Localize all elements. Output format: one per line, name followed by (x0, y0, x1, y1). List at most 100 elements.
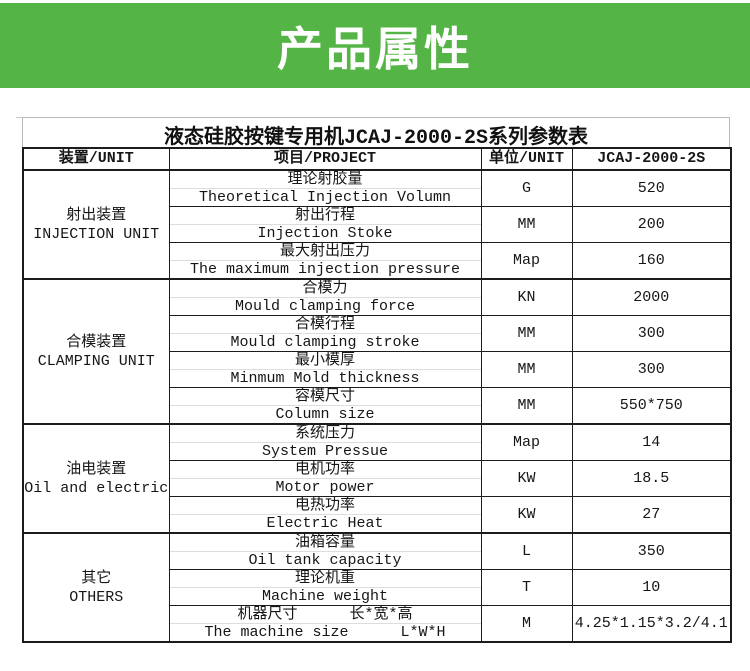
value-cell: 550*750 (571, 387, 732, 425)
project-name-en: Motor power (275, 479, 375, 496)
spec-row: 其它 OTHERS 油箱容量 Oil tank capacity L 350 (22, 532, 732, 643)
project-name-cn: 理论射胶量 (170, 172, 480, 189)
project-cell: 合模行程 Mould clamping stroke (168, 315, 482, 352)
project-name-en: Mould clamping stroke (230, 334, 420, 351)
spec-row: 射出装置 INJECTION UNIT 理论射胶量 Theoretical Injec… (22, 169, 732, 280)
project-cell: 理论射胶量 Theoretical Injection Volumn (168, 169, 482, 207)
value-cell: 200 (571, 206, 732, 243)
unit-cell: G (480, 169, 573, 207)
project-name-cn: 射出行程 (170, 208, 480, 225)
project-name-en-left: The machine size (204, 624, 349, 641)
unit-cell: MM (480, 351, 573, 388)
project-name-cn: 油箱容量 (170, 535, 480, 552)
project-cell: 机器尺寸 长*宽*高 The machine size L*W*H (168, 605, 482, 643)
group-name-cn: 合模装置 (66, 333, 127, 351)
project-name-cn: 最小模厚 (170, 353, 480, 370)
project-name-en: Theoretical Injection Volumn (198, 189, 452, 206)
unit-cell: MM (480, 315, 573, 352)
col-header-device: 装置/UNIT (22, 147, 170, 171)
unit-cell: MM (480, 206, 573, 243)
project-name-en: Mould clamping force (234, 298, 416, 315)
spec-row: 最大射出压力 The maximum injection pressure Map 1… (23, 242, 732, 280)
project-name-en: Oil tank capacity (248, 552, 402, 569)
spec-table-body: 射出装置 INJECTION UNIT 理论射胶量 Theoretical Injec… (22, 169, 732, 643)
project-cell: 电热功率 Electric Heat (168, 496, 482, 534)
project-name-en: The maximum injection pressure (189, 261, 461, 278)
project-name-cn: 容模尺寸 (170, 388, 480, 406)
project-name-en: Minmum Mold thickness (230, 370, 420, 387)
project-cell: 容模尺寸 Column size (168, 387, 482, 425)
unit-cell: L (480, 532, 573, 570)
project-cell: 合模力 Mould clamping force (168, 278, 482, 316)
project-cell: 理论机重 Machine weight (168, 569, 482, 606)
group-name-en: Oil and electric (24, 479, 169, 497)
project-cell: 最大射出压力 The maximum injection pressure (168, 242, 482, 280)
project-name-en: Column size (275, 406, 375, 423)
header-row: 装置/UNIT 项目/PROJECT 单位/UNIT JCAJ-2000-2S (22, 147, 732, 171)
project-name-cn: 电机功率 (170, 462, 480, 479)
value-cell: 350 (571, 532, 732, 570)
spec-row: 电机功率 Motor power KW 18.5 (23, 460, 732, 497)
col-header-model: JCAJ-2000-2S (571, 147, 732, 171)
project-name-cn: 最大射出压力 (170, 243, 480, 261)
value-cell: 18.5 (571, 460, 732, 497)
unit-cell: Map (480, 242, 573, 280)
value-cell: 160 (571, 242, 732, 280)
value-cell: 27 (571, 496, 732, 534)
value-cell: 4.25*1.15*3.2/4.1 (571, 605, 732, 643)
group-cell-others: 其它 OTHERS (22, 532, 170, 643)
spec-row: 电热功率 Electric Heat KW 27 (23, 496, 732, 534)
project-name-cn: 理论机重 (170, 571, 480, 588)
project-name-en: The machine size L*W*H (170, 624, 480, 641)
value-cell: 300 (571, 315, 732, 352)
group-cell-injection-unit: 射出装置 INJECTION UNIT (22, 169, 170, 280)
product-attributes-banner: 产品属性 (0, 3, 750, 88)
project-name-cn: 机器尺寸 长*宽*高 (170, 606, 480, 624)
project-name-en: Machine weight (261, 588, 389, 605)
value-cell: 14 (571, 423, 732, 461)
value-cell: 2000 (571, 278, 732, 316)
project-cell: 最小模厚 Minmum Mold thickness (168, 351, 482, 388)
value-cell: 10 (571, 569, 732, 606)
group-name-cn: 油电装置 (66, 460, 127, 478)
spec-row: 射出行程 Injection Stoke MM 200 (23, 206, 732, 243)
col-header-unit: 单位/UNIT (480, 147, 573, 171)
project-name-en: Injection Stoke (257, 225, 393, 242)
group-name-en: INJECTION UNIT (33, 225, 160, 243)
project-name-cn: 合模力 (170, 281, 480, 298)
project-cell: 电机功率 Motor power (168, 460, 482, 497)
spec-row: 合模装置 CLAMPING UNIT 合模力 Mould clamping force… (22, 278, 732, 425)
project-name-cn: 系统压力 (170, 426, 480, 443)
project-name-en-right: L*W*H (400, 624, 446, 641)
spec-row: 容模尺寸 Column size MM 550*750 (23, 387, 732, 425)
spec-row: 最小模厚 Minmum Mold thickness MM 300 (23, 351, 732, 388)
unit-cell: KW (480, 460, 573, 497)
value-cell: 520 (571, 169, 732, 207)
project-name-cn: 电热功率 (170, 497, 480, 515)
group-name-cn: 其它 (81, 569, 112, 587)
project-name-cn-right: 长*宽*高 (349, 606, 413, 623)
spec-row: 理论机重 Machine weight T 10 (23, 569, 732, 606)
spec-table-title: 液态硅胶按键专用机JCAJ-2000-2S系列参数表 (163, 126, 589, 150)
group-cell-oil-electric: 油电装置 Oil and electric (22, 423, 170, 534)
group-name-en: OTHERS (69, 588, 124, 606)
value-cell: 300 (571, 351, 732, 388)
col-header-project: 项目/PROJECT (168, 147, 482, 171)
unit-cell: KN (480, 278, 573, 316)
banner-title: 产品属性 (277, 22, 473, 75)
unit-cell: MM (480, 387, 573, 425)
unit-cell: T (480, 569, 573, 606)
group-name-cn: 射出装置 (66, 206, 127, 224)
spec-row: 合模行程 Mould clamping stroke MM 300 (23, 315, 732, 352)
spec-row: 机器尺寸 长*宽*高 The machine size L*W*H M 4.25*1.15… (23, 605, 732, 643)
project-cell: 射出行程 Injection Stoke (168, 206, 482, 243)
project-cell: 系统压力 System Pressue (168, 423, 482, 461)
group-name-en: CLAMPING UNIT (37, 352, 155, 370)
spec-row: 油电装置 Oil and electric 系统压力 System Pressue Ma… (22, 423, 732, 534)
project-name-en: Electric Heat (266, 515, 384, 532)
unit-cell: KW (480, 496, 573, 534)
project-name-cn-left: 机器尺寸 (237, 606, 298, 623)
unit-cell: Map (480, 423, 573, 461)
unit-cell: M (480, 605, 573, 643)
spec-table-title-box: 液态硅胶按键专用机JCAJ-2000-2S系列参数表 (22, 117, 730, 150)
